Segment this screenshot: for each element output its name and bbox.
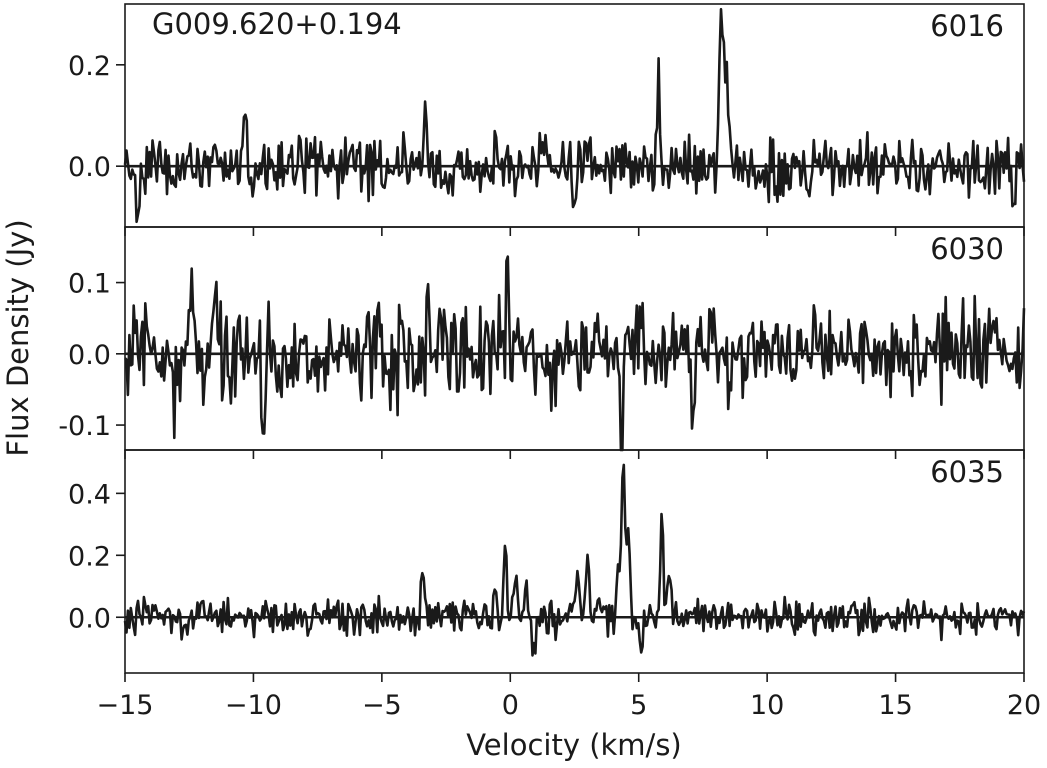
x-tick-label: −5 (362, 690, 402, 721)
x-tick-label: 20 (1007, 690, 1041, 721)
x-tick-label: −15 (97, 690, 154, 721)
y-tick-label: 0.1 (68, 269, 111, 300)
y-tick-label: 0.0 (68, 603, 111, 634)
panel-label: 6016 (930, 9, 1004, 43)
y-tick-label: 0.4 (68, 479, 111, 510)
panel-label: 6035 (930, 455, 1004, 489)
x-tick-label: 15 (878, 690, 912, 721)
panel-6016: 0.2 0.0 6016 (68, 3, 1026, 236)
spectrum-line-6030 (124, 255, 1026, 452)
panel-6030: 0.1 0.0 -0.1 6030 (58, 226, 1026, 459)
x-tick-label: 10 (750, 690, 784, 721)
y-tick-label: 0.2 (68, 541, 111, 572)
source-label: G009.620+0.194 (152, 7, 402, 41)
y-axis-title: Flux Density (Jy) (1, 219, 35, 456)
panel-6035: 0.4 0.2 0.0 −15 −10 −5 0 5 10 15 20 6035 (68, 449, 1041, 721)
y-tick-label: 0.2 (68, 51, 111, 82)
y-tick-label: -0.1 (58, 411, 111, 442)
spectrum-line-6035 (123, 463, 1026, 657)
spectrum-line-6016 (123, 7, 1026, 224)
x-tick-label: −10 (225, 690, 282, 721)
x-axis-title: Velocity (km/s) (466, 728, 682, 762)
panel-frame-6035 (124, 449, 1025, 674)
x-tick-label: 5 (630, 690, 647, 721)
y-tick-label: 0.0 (68, 340, 111, 371)
panel-label: 6030 (930, 232, 1004, 266)
y-tick-label: 0.0 (68, 152, 111, 183)
x-tick-label: 0 (502, 690, 519, 721)
